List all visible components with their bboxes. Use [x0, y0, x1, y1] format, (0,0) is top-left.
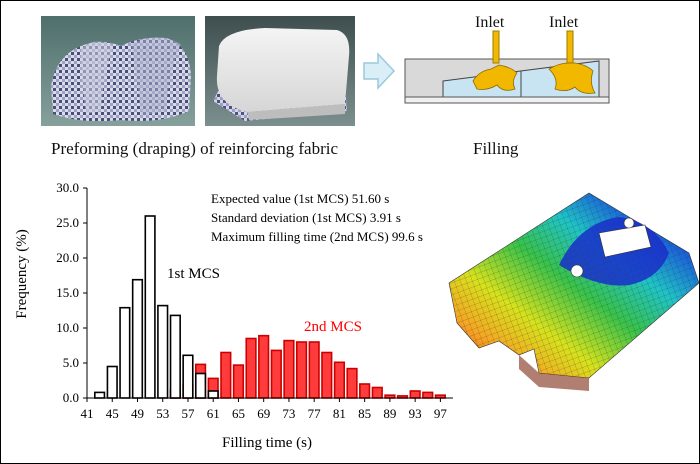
x-tick-label: 97 — [434, 406, 448, 421]
y-tick-labels: 0.0 5.0 10.0 15.0 20.0 25.0 30.0 — [56, 180, 87, 405]
series-2nd-mcs-bar — [422, 391, 434, 399]
series-2nd-mcs-bar — [270, 349, 282, 399]
x-tick-label: 69 — [257, 406, 270, 421]
y-tick-label: 25.0 — [56, 215, 79, 230]
photo-preform-block — [205, 16, 355, 126]
series-1st-mcs-bar — [169, 314, 181, 399]
photo-draped-fabric — [41, 16, 195, 126]
series-1st-mcs-bar — [157, 304, 169, 399]
series-2nd-mcs-bar — [346, 367, 358, 399]
x-tick-label: 45 — [106, 406, 119, 421]
series-1st-mcs-bar — [144, 215, 156, 399]
series-2nd-mcs-bar — [333, 361, 346, 399]
series-1st-mcs-bar — [94, 391, 106, 399]
filling-schematic: Inlet Inlet — [404, 14, 610, 104]
series-1st-mcs-bar — [207, 390, 219, 399]
y-tick-label: 30.0 — [56, 180, 79, 195]
x-tick-label: 93 — [409, 406, 422, 421]
series-1st-mcs-bar — [131, 278, 144, 399]
series-2nd-mcs-bar — [220, 351, 232, 399]
series-2nd-mcs-bar — [308, 341, 320, 399]
series-1st-mcs-bar — [106, 365, 118, 399]
x-tick-label: 77 — [308, 406, 322, 421]
series-1st-mcs-bars — [94, 215, 219, 399]
series-2nd-mcs-bar — [371, 386, 383, 399]
x-tick-label: 53 — [156, 406, 169, 421]
x-tick-label: 65 — [232, 406, 245, 421]
y-tick-label: 0.0 — [63, 390, 79, 405]
series-2nd-mcs-bar — [258, 334, 270, 399]
y-tick-label: 10.0 — [56, 320, 79, 335]
series-label-2nd-mcs: 2nd MCS — [304, 319, 362, 335]
inlet-label-left: Inlet — [475, 14, 505, 31]
y-axis-label: Frequency (%) — [14, 229, 30, 319]
x-tick-labels: 41 45 49 53 57 61 65 69 73 77 81 85 89 93 97 — [81, 398, 448, 421]
series-1st-mcs-bar — [194, 372, 207, 399]
preforming-caption: Preforming (draping) of reinforcing fabr… — [51, 139, 338, 158]
y-tick-label: 5.0 — [63, 355, 79, 370]
y-tick-label: 20.0 — [56, 250, 79, 265]
series-label-1st-mcs: 1st MCS — [167, 266, 220, 282]
annotation-standard-deviation: Standard deviation (1st MCS) 3.91 s — [211, 210, 401, 225]
x-tick-label: 41 — [81, 406, 94, 421]
series-2nd-mcs-bar — [359, 383, 371, 399]
simulation-result-render — [448, 192, 700, 391]
y-tick-label: 15.0 — [56, 285, 79, 300]
x-tick-label: 89 — [383, 406, 396, 421]
arrow-icon — [363, 52, 396, 90]
series-2nd-mcs-bars — [169, 334, 446, 399]
x-tick-label: 73 — [282, 406, 295, 421]
annotation-max-filling-time: Maximum filling time (2nd MCS) 99.6 s — [211, 229, 423, 244]
annotation-expected-value: Expected value (1st MCS) 51.60 s — [211, 191, 389, 206]
x-tick-label: 49 — [131, 406, 144, 421]
x-tick-label: 61 — [207, 406, 220, 421]
series-2nd-mcs-bar — [409, 390, 421, 399]
series-2nd-mcs-bar — [245, 337, 257, 399]
series-2nd-mcs-bar — [232, 364, 245, 399]
series-2nd-mcs-bar — [283, 339, 295, 399]
inlet-label-right: Inlet — [549, 14, 579, 31]
series-2nd-mcs-bar — [321, 351, 333, 399]
x-tick-label: 81 — [333, 406, 346, 421]
x-tick-label: 85 — [358, 406, 371, 421]
x-axis-label: Filling time (s) — [222, 435, 312, 451]
x-tick-label: 57 — [181, 406, 195, 421]
series-2nd-mcs-bar — [295, 341, 308, 399]
series-1st-mcs-bar — [182, 354, 194, 399]
filling-caption: Filling — [473, 139, 519, 158]
series-1st-mcs-bar — [119, 306, 131, 399]
filling-time-histogram: 0.0 5.0 10.0 15.0 20.0 25.0 30.0 41 45 49 53 57 61 6… — [14, 180, 453, 451]
